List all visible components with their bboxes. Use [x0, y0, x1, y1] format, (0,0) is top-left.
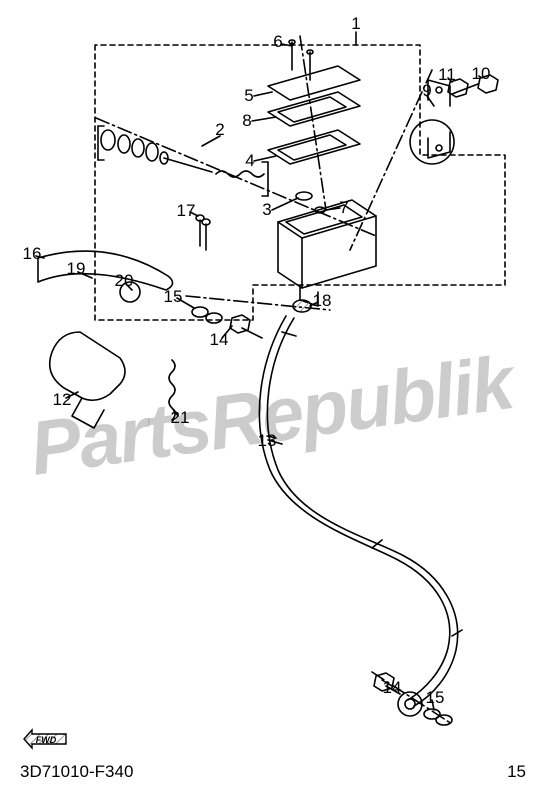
fwd-badge: FWD: [22, 726, 68, 752]
part-code: 3D71010-F340: [20, 762, 133, 782]
exploded-diagram: [0, 0, 542, 800]
page-number: 15: [507, 762, 526, 782]
callout-4: 4: [245, 151, 254, 171]
callout-15b: 15: [426, 688, 445, 708]
callout-14: 14: [210, 330, 229, 350]
callout-14b: 14: [383, 678, 402, 698]
callout-12: 12: [53, 390, 72, 410]
callout-13: 13: [258, 431, 277, 451]
callout-3: 3: [262, 200, 271, 220]
callout-1: 1: [351, 14, 360, 34]
callout-17: 17: [177, 201, 196, 221]
callout-7: 7: [339, 198, 348, 218]
callout-2: 2: [215, 120, 224, 140]
callout-8: 8: [242, 111, 251, 131]
callout-5: 5: [244, 86, 253, 106]
callout-10: 10: [472, 64, 491, 84]
callout-19: 19: [67, 259, 86, 279]
callout-6: 6: [273, 32, 282, 52]
callout-21: 21: [171, 408, 190, 428]
callout-20: 20: [115, 271, 134, 291]
callout-11: 11: [438, 65, 456, 85]
diagram-container: PartsRepublik 12345678910111213141415151…: [0, 0, 542, 800]
callout-9: 9: [422, 81, 431, 101]
callout-15: 15: [164, 287, 183, 307]
fwd-label: FWD: [36, 735, 57, 745]
callout-18: 18: [313, 291, 332, 311]
callout-16: 16: [23, 244, 42, 264]
